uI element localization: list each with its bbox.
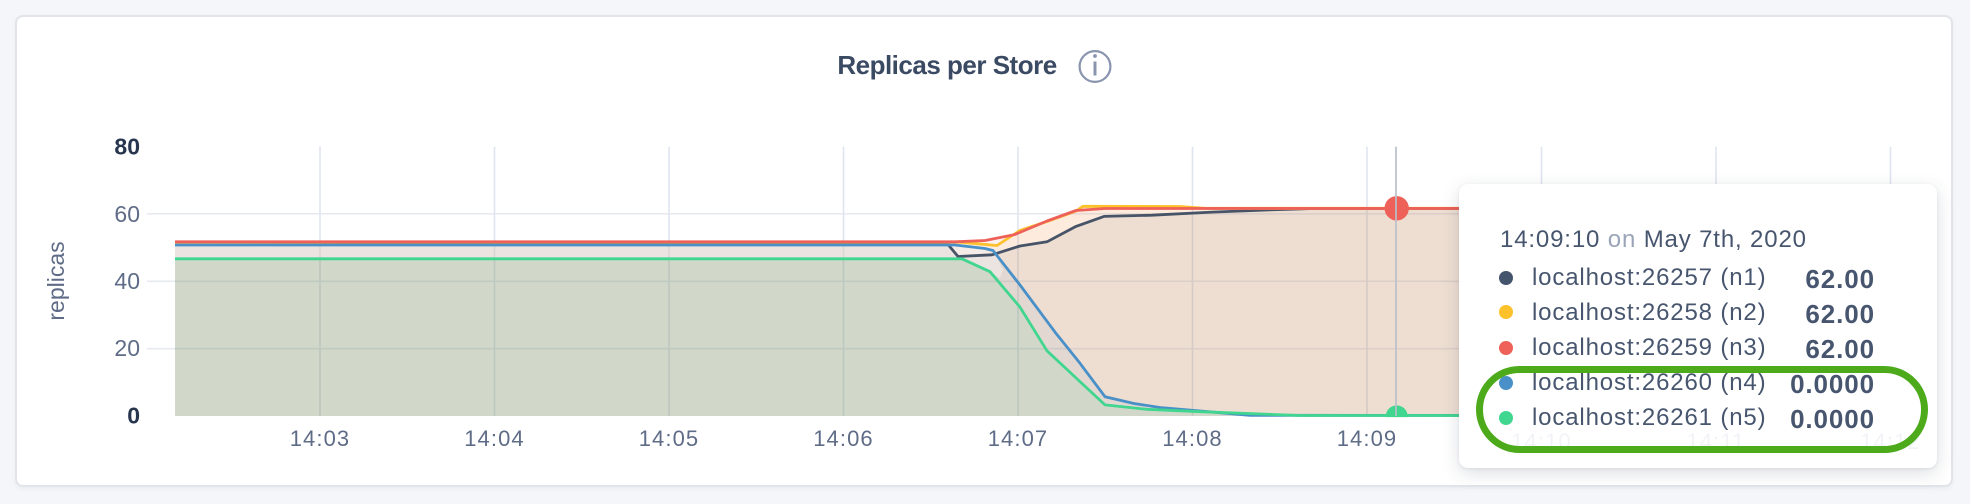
svg-text:20: 20 <box>114 335 140 361</box>
svg-text:14:03: 14:03 <box>290 426 351 451</box>
svg-text:14:07: 14:07 <box>988 426 1049 451</box>
svg-text:replicas: replicas <box>43 241 69 320</box>
svg-text:80: 80 <box>114 134 140 160</box>
svg-text:14:08: 14:08 <box>1162 426 1223 451</box>
svg-text:60: 60 <box>114 201 140 227</box>
svg-text:40: 40 <box>114 268 140 294</box>
svg-text:14:09: 14:09 <box>1337 426 1398 451</box>
svg-text:14:06: 14:06 <box>813 426 874 451</box>
svg-text:14:04: 14:04 <box>464 426 525 451</box>
svg-text:14:05: 14:05 <box>639 426 700 451</box>
svg-text:0: 0 <box>127 403 140 429</box>
